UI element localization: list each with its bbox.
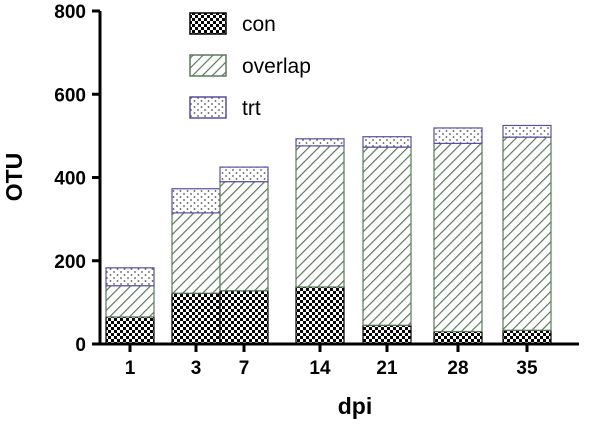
bar-segment-overlap-21 <box>362 146 412 326</box>
y-tick-label: 400 <box>54 169 86 190</box>
y-tick-label: 600 <box>54 85 86 106</box>
bar-segment-trt-21 <box>362 136 412 148</box>
x-tick-label: 1 <box>125 358 136 379</box>
bar-segment-overlap-28 <box>433 142 483 333</box>
x-tick-label: 7 <box>239 358 250 379</box>
bar-segment-con-21 <box>362 324 412 345</box>
x-tick-label: 14 <box>309 358 331 379</box>
y-tick-label: 800 <box>54 2 86 23</box>
legend-swatch-overlap <box>189 54 227 77</box>
bar-segment-trt-28 <box>433 127 483 144</box>
bar-segment-trt-35 <box>502 124 552 138</box>
bar-segment-overlap-35 <box>502 136 552 331</box>
bars-layer <box>105 124 552 345</box>
bar-segment-overlap-7 <box>219 181 269 292</box>
bar-segment-con-14 <box>295 286 345 345</box>
x-ticks: 1 3 7 14 21 28 35 <box>125 344 538 379</box>
y-axis-label: OTU <box>1 153 27 202</box>
x-tick-label: 35 <box>516 358 538 379</box>
bar-segment-trt-1 <box>105 267 155 287</box>
bar-segment-trt-14 <box>295 138 345 147</box>
bar-segment-overlap-1 <box>105 285 155 318</box>
y-tick-label: 200 <box>54 252 86 273</box>
bar-segment-trt-3 <box>171 188 221 214</box>
x-axis-label: dpi <box>338 393 373 419</box>
bar-segment-con-3 <box>171 292 221 345</box>
x-tick-label: 28 <box>447 358 468 379</box>
bar-segment-con-1 <box>105 316 155 345</box>
x-tick-label: 3 <box>191 358 202 379</box>
x-tick-label: 21 <box>376 358 398 379</box>
legend-label-overlap: overlap <box>242 55 311 78</box>
legend-swatch-trt <box>189 96 227 119</box>
legend-label-con: con <box>242 13 276 36</box>
legend: con overlap trt <box>189 12 311 120</box>
bar-segment-con-35 <box>502 329 552 345</box>
y-tick-label: 0 <box>75 335 86 356</box>
bar-segment-overlap-14 <box>295 145 345 288</box>
bar-segment-con-28 <box>433 330 483 345</box>
bar-segment-overlap-3 <box>171 212 221 294</box>
bar-segment-trt-7 <box>219 166 269 183</box>
legend-swatch-con <box>189 12 227 35</box>
y-ticks: 0 200 400 600 800 <box>54 2 100 356</box>
bar-segment-con-7 <box>219 290 269 345</box>
legend-label-trt: trt <box>242 97 261 120</box>
